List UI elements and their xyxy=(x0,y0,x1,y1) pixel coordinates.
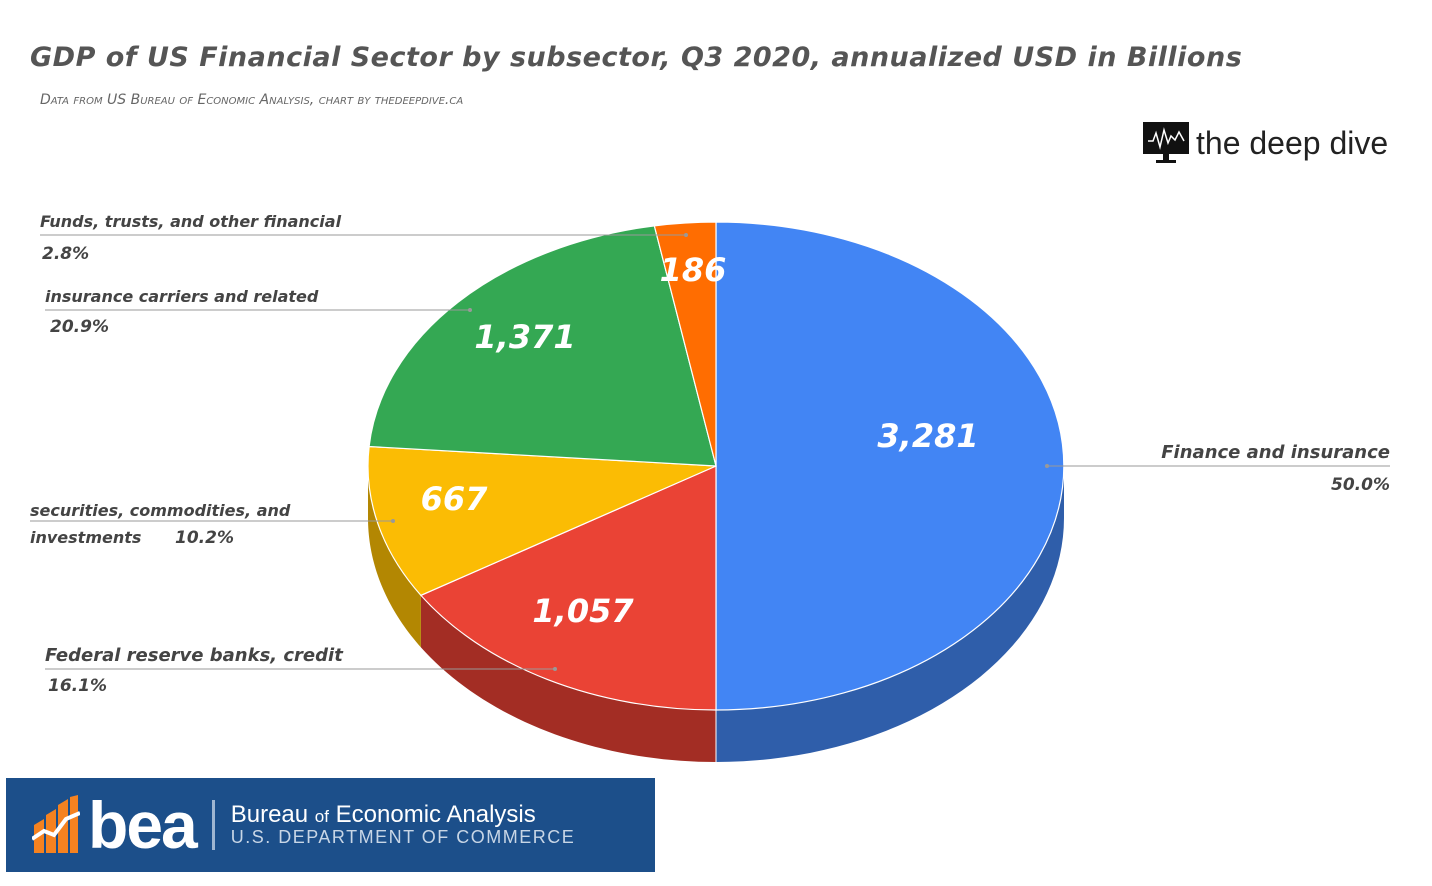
bea-name-of: of xyxy=(314,806,329,826)
brand-logo: the deep dive xyxy=(1142,120,1388,166)
pie-slice xyxy=(653,221,717,467)
slice-leader-dot xyxy=(1045,464,1049,468)
bea-chart-icon xyxy=(32,795,80,853)
bea-department: U.S. DEPARTMENT OF COMMERCE xyxy=(230,827,576,848)
slice-percent-label: 20.9% xyxy=(50,317,109,337)
bea-name-part: Economic Analysis xyxy=(328,800,536,828)
slice-name-label: Finance and insurance xyxy=(1161,442,1390,463)
pie-slice xyxy=(419,465,717,711)
pie-label-group: 3,281 1,057 667 1,371 186 Finance and insuran… xyxy=(30,212,1390,696)
slice-name-label: insurance carriers and related xyxy=(45,287,319,306)
bea-divider xyxy=(211,800,215,850)
slice-value-label: 1,057 xyxy=(532,592,634,630)
pie-slice xyxy=(368,225,717,467)
pie-slice-side xyxy=(716,466,1064,762)
slice-value-label: 3,281 xyxy=(877,417,978,455)
bea-logo-banner: bea Bureau of Economic Analysis U.S. DEP… xyxy=(6,778,655,872)
slice-percent-label: 50.0% xyxy=(1331,475,1390,495)
chart-subtitle: Data from US Bureau of Economic Analysis… xyxy=(40,92,464,108)
slice-name-label: securities, commodities, and xyxy=(30,501,291,520)
bea-full-name: Bureau of Economic Analysis xyxy=(231,802,576,827)
slice-value-label: 186 xyxy=(660,251,727,289)
brand-name: the deep dive xyxy=(1196,124,1389,161)
slice-leader-dot xyxy=(391,519,395,523)
slice-leader-dot xyxy=(684,233,688,237)
slice-name-label: investments xyxy=(30,528,141,547)
slice-leader-dot xyxy=(553,667,557,671)
slice-percent-label: 10.2% xyxy=(175,528,234,548)
pie-slice xyxy=(367,445,717,597)
bea-name-block: Bureau of Economic Analysis U.S. DEPARTM… xyxy=(231,802,576,848)
pie-top-group xyxy=(367,221,1065,711)
pie-side-group xyxy=(368,466,1064,762)
slice-value-label: 1,371 xyxy=(474,318,575,356)
pie-slice-side xyxy=(368,466,421,648)
bea-name-part: Bureau xyxy=(230,800,315,828)
slice-value-label: 667 xyxy=(421,480,489,518)
slice-percent-label: 2.8% xyxy=(42,244,89,264)
slice-percent-label: 16.1% xyxy=(48,676,107,696)
bea-abbr: bea xyxy=(88,788,198,862)
slice-leader-dot xyxy=(468,308,472,312)
chart-title: GDP of US Financial Sector by subsector,… xyxy=(30,42,1243,73)
slice-name-label: Federal reserve banks, credit xyxy=(45,645,344,666)
slice-name-label: Funds, trusts, and other financial xyxy=(40,212,342,231)
pie-slice-side xyxy=(420,595,716,762)
monitor-chart-icon xyxy=(1143,122,1189,163)
